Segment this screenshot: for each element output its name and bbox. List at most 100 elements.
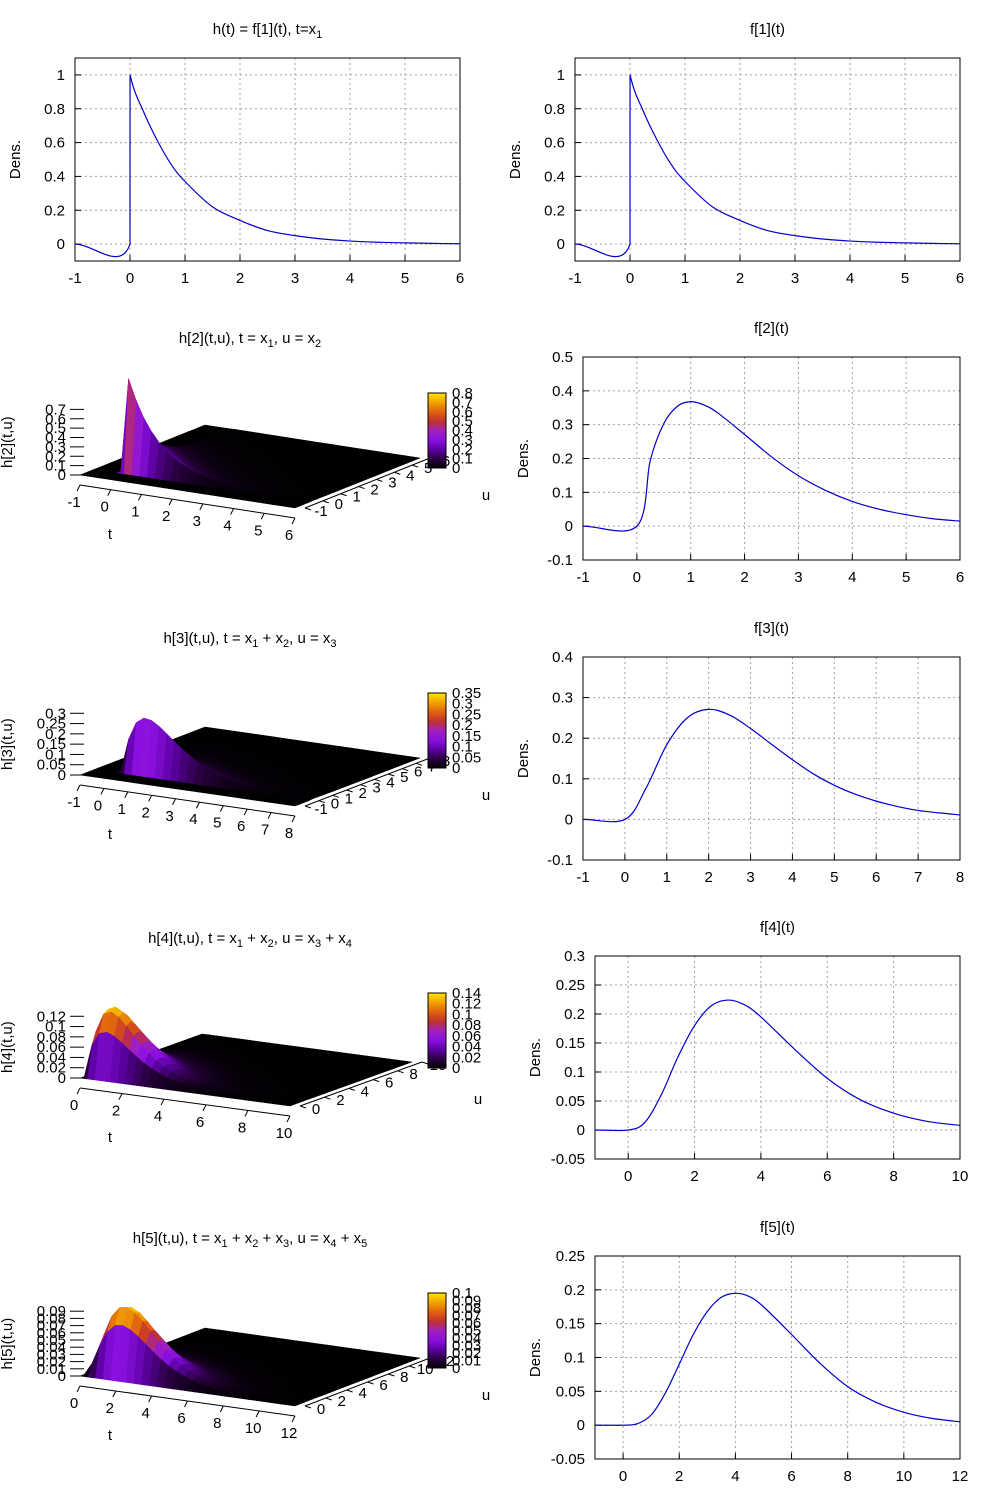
z-tick-label: 0.01 [37, 1361, 66, 1378]
colorbar-tick-label: 0.01 [452, 1353, 481, 1370]
colorbar-tick-label: 0.02 [452, 1049, 481, 1066]
y-tick-label: 0 [565, 811, 573, 828]
z-tick-label: 0.05 [37, 757, 66, 774]
x-tick-label: -1 [576, 569, 589, 586]
u-tick [324, 1096, 331, 1100]
y-tick-label: 0.15 [556, 1035, 585, 1052]
colorbar-band [428, 739, 446, 743]
u-tick-label: 2 [358, 785, 366, 802]
colorbar-band [428, 1354, 446, 1358]
u-tick [415, 762, 423, 766]
t-tick [291, 815, 296, 823]
colorbar-band [428, 741, 446, 745]
colorbar-band [428, 1319, 446, 1322]
u-tick [394, 471, 401, 475]
colorbar-band [428, 1302, 446, 1305]
colorbar-band [428, 430, 446, 433]
plot-frame [594, 1255, 961, 1460]
colorbar-band [428, 432, 446, 435]
colorbar-band [428, 1002, 446, 1005]
colorbar-band [428, 456, 446, 460]
surface-facet [286, 1402, 301, 1407]
colorbar-band [428, 1332, 446, 1335]
t-tick [230, 508, 235, 515]
x-tick-label: 1 [663, 869, 671, 886]
y-tick-label: 0.6 [44, 135, 65, 152]
colorbar-band [428, 1339, 446, 1343]
colorbar-band [428, 441, 446, 445]
x-tick-label: 2 [704, 869, 712, 886]
colorbar-tick-label: 0.02 [452, 1345, 481, 1362]
colorbar-band [428, 1051, 446, 1054]
y-tick-label: 1 [557, 67, 565, 84]
colorbar-band [428, 747, 446, 750]
x-tick-label: 4 [757, 1168, 765, 1185]
plot-frame [74, 57, 461, 262]
colorbar-band [428, 736, 446, 739]
x-tick-label: 6 [872, 869, 880, 886]
u-tick-label: 6 [414, 764, 422, 781]
t-tick-label: 1 [118, 801, 126, 818]
colorbar-tick-label: 0.07 [452, 1308, 481, 1325]
t-tick-label: 6 [237, 818, 245, 835]
chart-h5: h[5](t,u), t = x1 + x2 + x3, u = x4 + x5… [0, 1230, 490, 1444]
t-tick-label: 0 [94, 797, 102, 814]
colorbar-band [428, 406, 446, 409]
y-tick-label: 0.6 [544, 135, 565, 152]
u-tick [322, 500, 330, 504]
colorbar-band [428, 413, 446, 416]
colorbar-band [428, 1356, 446, 1360]
colorbar-band [428, 1023, 446, 1026]
z-axis-label: h[5](t,u) [0, 1318, 16, 1370]
z-tick-label: 0.08 [37, 1310, 66, 1327]
colorbar-band [428, 408, 446, 411]
u-axis [299, 1061, 423, 1107]
colorbar-band [428, 439, 446, 443]
y-tick-label: 0.3 [564, 948, 585, 965]
series-line [594, 999, 961, 1132]
y-tick-label: 0.2 [44, 202, 65, 219]
z-tick-label: 0.1 [45, 458, 66, 475]
t-axis-label: t [108, 526, 113, 543]
colorbar-band [428, 1038, 446, 1041]
z-tick-label: 0.08 [37, 1029, 66, 1046]
u-tick [421, 1061, 429, 1065]
u-tick [332, 794, 339, 798]
chart-title: h[5](t,u), t = x1 + x2 + x3, u = x4 + x5 [133, 1230, 368, 1250]
t-tick-label: 7 [261, 822, 269, 839]
colorbar-band [428, 411, 446, 415]
chart-h4: h[4](t,u), t = x1 + x2, u = x3 + x40 2 4 6 8… [0, 930, 482, 1146]
title-part: f[2](t) [754, 320, 789, 337]
colorbar-band [428, 1321, 446, 1324]
colorbar-band [428, 1338, 446, 1341]
t-tick-label: 10 [245, 1420, 262, 1437]
colorbar-band [428, 400, 446, 403]
z-tick-label: 0.1 [45, 1019, 66, 1036]
colorbar-band [428, 1030, 446, 1033]
u-tick [358, 486, 365, 490]
colorbar-band [428, 711, 446, 715]
colorbar-tick-label: 0 [452, 760, 460, 777]
plot-frame [582, 356, 961, 561]
colorbar-band [428, 998, 446, 1001]
y-tick-label: 0 [577, 1122, 585, 1139]
t-tick-label: 2 [162, 508, 170, 525]
u-tick-label: 3 [388, 474, 396, 491]
x-tick-label: 6 [787, 1468, 795, 1485]
u-tick-label: -1 [314, 801, 327, 818]
t-tick [118, 1093, 123, 1100]
colorbar-band [428, 717, 446, 720]
colorbar-band [428, 445, 446, 448]
y-tick-label: 0.1 [552, 484, 573, 501]
colorbar-band [428, 1045, 446, 1048]
t-tick [137, 494, 142, 501]
chart-title: f[4](t) [760, 919, 795, 936]
colorbar-band [428, 754, 446, 758]
u-tick-label: 6 [385, 1075, 393, 1092]
colorbar-band [428, 1300, 446, 1303]
t-tick-label: 4 [223, 518, 231, 535]
y-tick-label: -0.1 [547, 552, 573, 569]
colorbar-band [428, 1347, 446, 1350]
u-tick-label: 4 [358, 1385, 366, 1402]
colorbar-band [428, 1298, 446, 1301]
